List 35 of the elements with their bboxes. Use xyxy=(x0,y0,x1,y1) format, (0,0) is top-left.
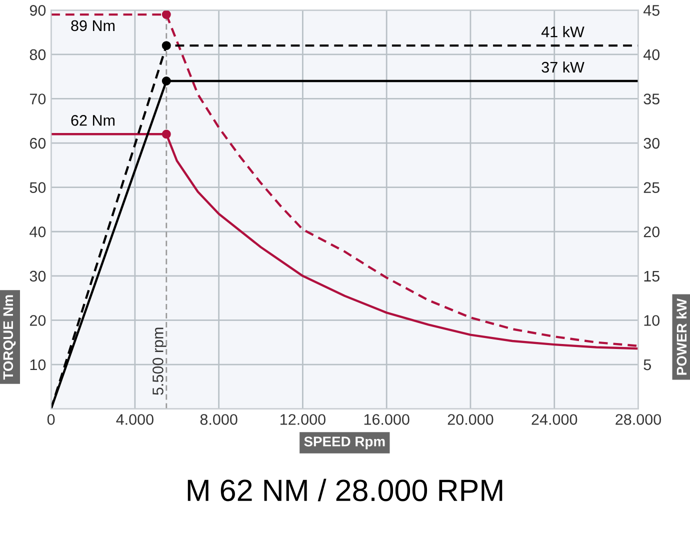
y2-tick-label: 40 xyxy=(643,49,660,60)
x-tick-label: 16.000 xyxy=(364,414,410,425)
x-tick-label: 24.000 xyxy=(532,414,578,425)
series-label: 62 Nm xyxy=(71,115,114,126)
y-axis-title: TORQUE Nm xyxy=(3,295,16,380)
x-tick-label: 0 xyxy=(47,414,55,425)
y-tick-label: 20 xyxy=(30,315,46,326)
text: M 62 NM / 28.000 RPM xyxy=(188,478,502,502)
y2-tick-label: 45 xyxy=(643,5,660,16)
y-tick-label: 60 xyxy=(30,138,46,149)
y2-tick-label: 25 xyxy=(644,182,660,194)
y2-tick-label: 30 xyxy=(644,138,660,149)
x-tick-label: 8.000 xyxy=(200,414,238,425)
ref-line-label: 5.500 rpm xyxy=(152,328,166,395)
y2-tick-label: 15 xyxy=(644,270,660,282)
series-label: 41 kW xyxy=(541,26,584,38)
y-tick-label: 30 xyxy=(30,270,46,282)
y-tick-label: 70 xyxy=(30,94,46,104)
y-tick-label: 10 xyxy=(30,359,46,370)
series-label: 89 Nm xyxy=(71,20,114,32)
y2-tick-label: 20 xyxy=(644,226,660,238)
y-tick-label: 50 xyxy=(30,182,46,194)
y2-tick-label: 35 xyxy=(644,94,660,104)
x-axis-title: SPEED Rpm xyxy=(304,436,385,450)
y-tick-label: 40 xyxy=(30,226,46,238)
series-label: 37 kW xyxy=(542,61,584,73)
x-tick-label: 20.000 xyxy=(448,414,494,425)
x-tick-label: 12.000 xyxy=(280,414,326,425)
y2-axis-title: POWER kW xyxy=(676,298,687,375)
y-tick-label: 90 xyxy=(30,4,46,16)
y2-tick-label: 5 xyxy=(644,360,651,370)
y-tick-label: 80 xyxy=(30,49,46,60)
y2-tick-label: 10 xyxy=(644,315,660,326)
x-tick-label: 28.000 xyxy=(616,414,662,425)
x-tick-label: 4.000 xyxy=(116,414,154,425)
